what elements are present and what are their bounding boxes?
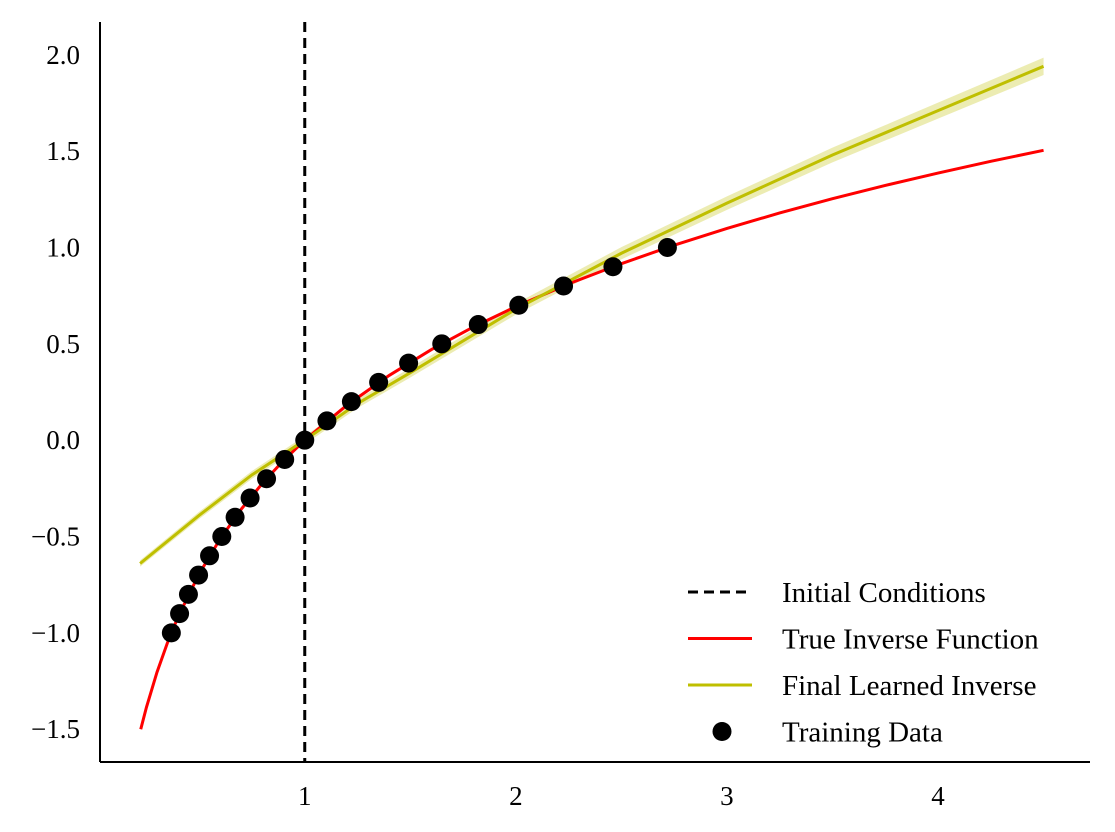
learned-inverse-band [140, 57, 1044, 567]
training-data-point [295, 430, 315, 450]
training-data-point [161, 623, 181, 643]
y-tick-label: −1.0 [31, 618, 80, 648]
learned-inverse-line [139, 64, 1045, 565]
legend-true-inverse: True Inverse Function [688, 624, 1039, 656]
training-data-point [468, 315, 488, 335]
plot-area [139, 22, 1045, 762]
y-tick-label: 0.0 [46, 425, 80, 455]
y-tick-label: 0.5 [46, 329, 80, 359]
legend-initial-conditions: Initial Conditions [688, 577, 986, 609]
y-tick-label: 1.0 [46, 232, 80, 262]
legend-label: True Inverse Function [782, 624, 1039, 656]
y-tick-label: 1.5 [46, 136, 80, 166]
training-data-point [399, 353, 419, 373]
training-data-point [603, 257, 623, 277]
training-data-point [170, 604, 190, 624]
training-data-point [200, 546, 220, 566]
training-data-point [257, 469, 277, 489]
legend-label: Training Data [782, 717, 943, 749]
training-data-point [657, 237, 677, 257]
x-tick-label: 3 [720, 781, 734, 811]
y-tick-label: −0.5 [31, 522, 80, 552]
x-tick-label: 4 [931, 781, 945, 811]
legend-label: Final Learned Inverse [782, 670, 1036, 702]
x-tick-label: 1 [298, 781, 312, 811]
training-data-point [317, 411, 337, 431]
training-data-point [212, 527, 232, 547]
training-data-point [178, 584, 198, 604]
legend-swatch [712, 722, 732, 741]
legend-label: Initial Conditions [782, 577, 986, 609]
legend: Initial Conditions True Inverse Function F… [688, 577, 1039, 749]
y-tick-label: −1.5 [31, 714, 80, 744]
training-data-point [225, 507, 245, 527]
axes: 1 2 3 4 −1.5 −1.0 −0.5 0.0 0.5 1.0 1.5 2.0 [31, 22, 1090, 811]
x-tick-label: 2 [509, 781, 523, 811]
legend-learned-inverse: Final Learned Inverse [688, 670, 1036, 702]
training-data-point [240, 488, 260, 508]
training-data-point [341, 392, 361, 412]
training-data-point [189, 565, 209, 585]
y-tick-label: 2.0 [46, 40, 80, 70]
training-data-point [554, 276, 574, 296]
training-data-point [432, 334, 452, 354]
legend-training-data: Training Data [712, 717, 943, 749]
training-data-point [369, 372, 389, 392]
training-data-point [509, 295, 529, 315]
training-data-point [275, 449, 295, 469]
